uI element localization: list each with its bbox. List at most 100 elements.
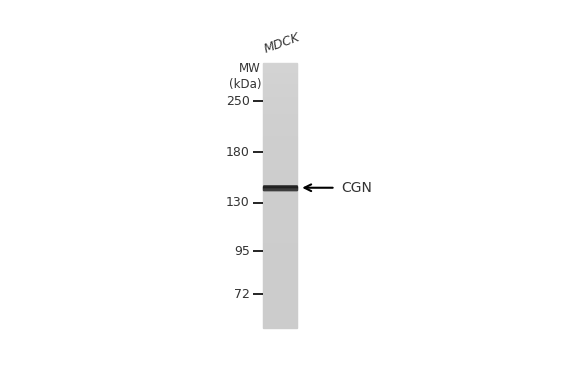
Bar (263, 252, 297, 253)
Bar (263, 318, 297, 319)
Bar (263, 299, 297, 300)
Bar (263, 99, 297, 100)
Bar (263, 274, 297, 275)
Bar (263, 197, 297, 198)
Bar (263, 74, 297, 75)
Bar (263, 171, 297, 172)
Bar (263, 257, 297, 258)
Bar (263, 289, 297, 290)
Bar (263, 94, 297, 96)
Bar (263, 150, 297, 151)
Bar (263, 315, 297, 316)
Bar (263, 260, 297, 262)
Bar (263, 249, 297, 250)
Bar (263, 310, 297, 311)
Bar (263, 96, 297, 97)
Bar (263, 67, 297, 68)
Bar (263, 295, 297, 296)
Bar (263, 232, 297, 233)
Bar (263, 222, 297, 223)
Bar (263, 196, 297, 197)
Bar (263, 87, 297, 88)
Bar (263, 324, 297, 325)
Bar (263, 230, 297, 231)
Bar (263, 76, 297, 77)
Bar (263, 281, 297, 282)
Bar (263, 192, 297, 193)
Bar (263, 229, 297, 230)
Bar (263, 64, 297, 65)
Text: 72: 72 (234, 288, 250, 301)
Bar (263, 244, 297, 245)
Bar (263, 209, 297, 210)
Bar (263, 144, 297, 145)
Bar (263, 172, 297, 173)
Bar (263, 191, 297, 192)
Bar (263, 243, 297, 244)
Bar (263, 93, 297, 94)
Bar (263, 220, 297, 221)
Bar (263, 284, 297, 285)
Bar (263, 126, 297, 127)
Text: MW
(kDa): MW (kDa) (229, 62, 261, 91)
Bar (263, 226, 297, 227)
Bar (263, 127, 297, 128)
Bar (263, 286, 297, 287)
Bar (263, 77, 297, 78)
Bar (263, 311, 297, 312)
Bar (263, 97, 297, 98)
Bar (263, 181, 297, 182)
Bar (263, 277, 297, 278)
Bar (263, 164, 297, 165)
Bar (263, 86, 297, 87)
Bar (263, 98, 297, 99)
Bar (263, 292, 297, 293)
Bar (263, 134, 297, 135)
Bar (263, 78, 297, 79)
Bar (263, 173, 297, 174)
Bar (263, 316, 297, 317)
Bar (263, 323, 297, 324)
Bar (263, 132, 297, 133)
Bar (263, 201, 297, 202)
Bar (263, 251, 297, 252)
Bar (263, 309, 297, 310)
Bar (263, 165, 297, 166)
Bar (263, 233, 297, 234)
Bar (263, 234, 297, 235)
Bar (263, 212, 297, 213)
Bar (263, 265, 297, 266)
Bar (263, 204, 297, 205)
Bar (263, 108, 297, 109)
Bar (263, 107, 297, 108)
Bar (263, 151, 297, 152)
Bar (263, 92, 297, 93)
Bar (263, 239, 297, 240)
Bar (263, 313, 297, 314)
Bar (263, 128, 297, 129)
Bar (263, 322, 297, 323)
Bar (263, 175, 297, 176)
Text: MDCK: MDCK (262, 31, 302, 56)
Bar (263, 183, 297, 184)
Bar (263, 122, 297, 123)
Bar (263, 190, 297, 191)
Bar (263, 227, 297, 228)
Bar (263, 256, 297, 257)
Bar (263, 117, 297, 118)
Bar (263, 174, 297, 175)
Bar (263, 153, 297, 154)
Bar (263, 141, 297, 142)
Bar (263, 326, 297, 327)
Bar (263, 214, 297, 215)
Bar (263, 84, 297, 85)
Bar (263, 189, 297, 190)
Bar (263, 241, 297, 242)
Bar (263, 273, 297, 274)
Bar (263, 73, 297, 74)
Bar (263, 327, 297, 328)
Bar (263, 293, 297, 294)
Bar (263, 91, 297, 92)
Bar (263, 285, 297, 286)
Bar (263, 267, 297, 268)
